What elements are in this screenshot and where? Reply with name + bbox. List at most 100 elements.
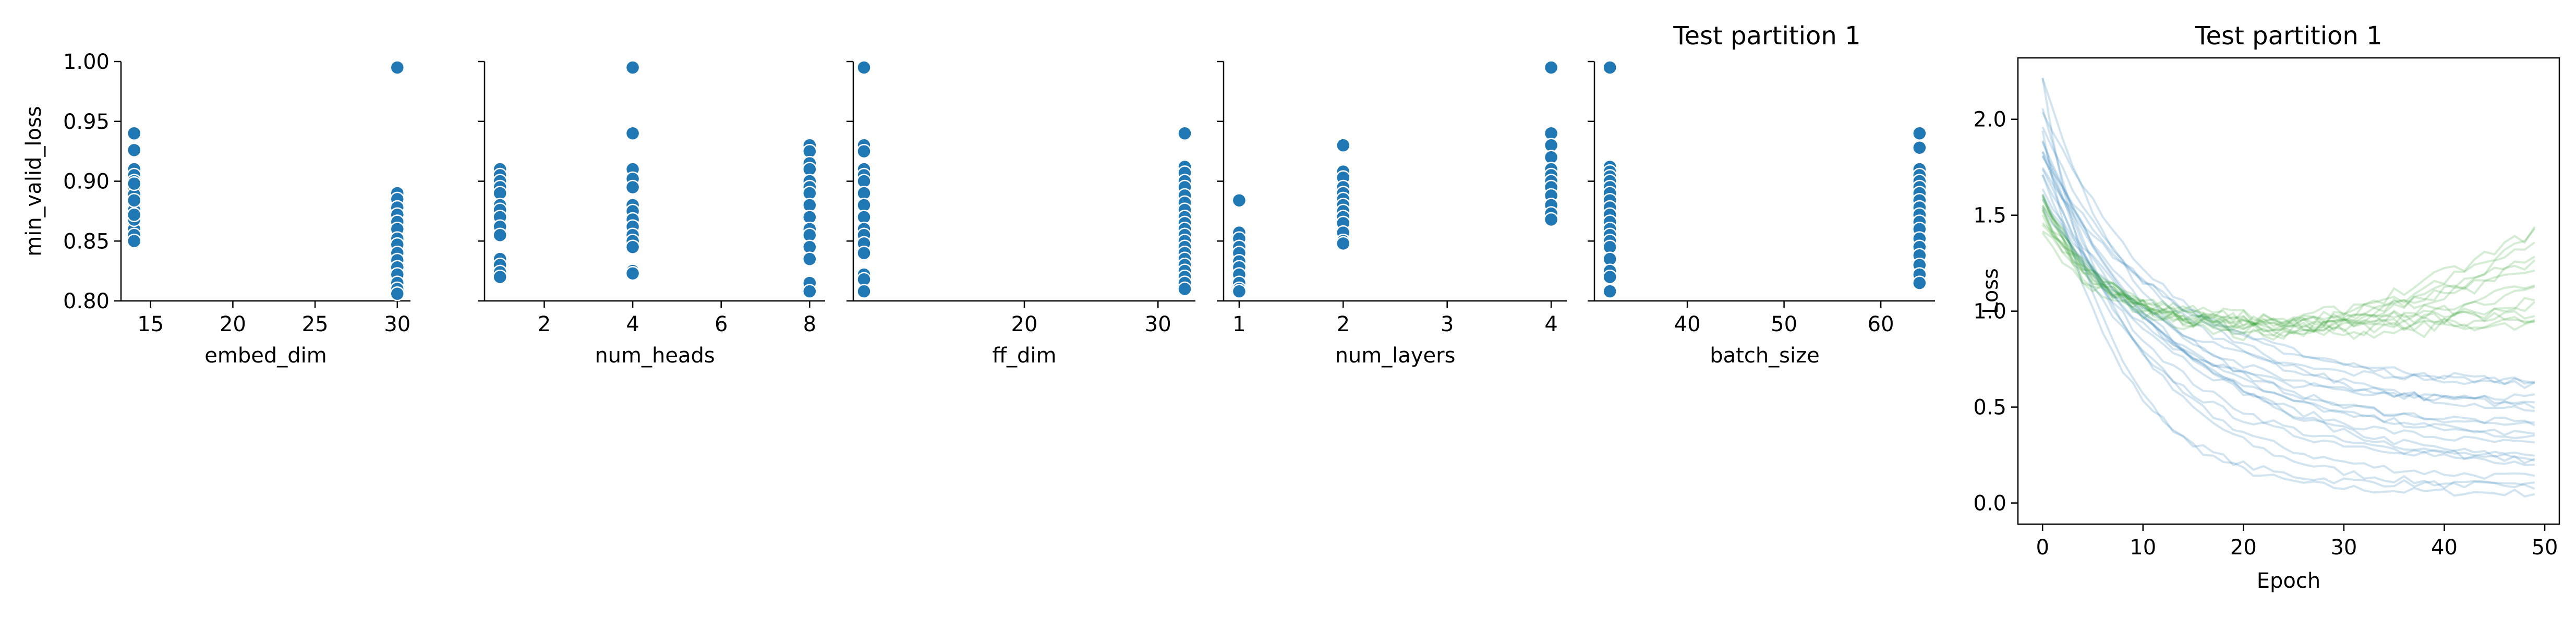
y-tick-label: 0.90 (63, 170, 110, 194)
y-tick-label: 0.5 (1973, 396, 2006, 420)
data-point (1177, 281, 1192, 297)
panel-title: Test partition 1 (2194, 21, 2382, 51)
panel-title: Test partition 1 (1673, 21, 1860, 51)
x-axis-label: num_layers (1335, 344, 1456, 368)
data-point (625, 179, 640, 195)
data-point (625, 60, 640, 75)
data-point (126, 176, 142, 191)
y-tick-label: 1.0 (1973, 300, 2006, 324)
y-tick-label: 0.0 (1973, 492, 2006, 516)
plot-frame (2017, 57, 2560, 525)
validation-loss-line (2041, 204, 2535, 341)
training-loss-line (2041, 174, 2535, 457)
data-point (1231, 284, 1247, 299)
data-point (856, 245, 872, 261)
training-loss-line (2041, 151, 2535, 466)
training-loss-line (2041, 140, 2535, 480)
training-loss-line (2041, 174, 2535, 385)
x-tick-label: 4 (1544, 312, 1557, 336)
data-point (1336, 138, 1351, 153)
x-tick-label: 20 (220, 312, 246, 336)
y-tick-label: 0.80 (63, 289, 110, 313)
data-point (492, 227, 507, 243)
data-point (126, 192, 142, 208)
data-point (1912, 275, 1927, 290)
x-axis-label: ff_dim (992, 344, 1056, 368)
x-tick-label: 2 (538, 312, 551, 336)
data-point (492, 269, 507, 285)
training-loss-line (2041, 198, 2535, 437)
data-point (625, 239, 640, 255)
training-loss-line (2041, 194, 2535, 440)
validation-loss-line (2041, 209, 2536, 329)
data-point (856, 143, 872, 159)
x-tick-label: 6 (715, 312, 728, 336)
training-loss-line (2041, 207, 2535, 426)
scatter-panel-ff-dim: 20 30 ff_dim (846, 60, 1195, 368)
x-tick-label: 2 (1337, 312, 1350, 336)
x-tick-label: 30 (2330, 536, 2357, 560)
validation-loss-line (2041, 224, 2536, 328)
data-point (126, 142, 142, 158)
validation-loss-line (2041, 207, 2535, 328)
validation-loss-line (2041, 199, 2535, 342)
x-tick-label: 4 (626, 312, 639, 336)
x-axis-label: Epoch (2257, 569, 2320, 593)
x-tick-label: 8 (803, 312, 816, 336)
y-tick-label: 1.5 (1973, 204, 2006, 228)
data-point (1543, 212, 1559, 227)
training-loss-line (2041, 108, 2535, 490)
scatter-panel-embed-dim: 15 20 25 30 0.80 0.85 0.90 0.95 1.00 embed_dim min… (22, 50, 410, 368)
series-lines (2041, 77, 2536, 498)
training-loss-line (2041, 126, 2535, 409)
training-loss-line (2041, 155, 2535, 390)
y-tick-label: 2.0 (1973, 108, 2006, 132)
x-tick-label: 50 (2532, 536, 2558, 560)
validation-loss-line (2041, 222, 2535, 340)
validation-loss-line (2041, 205, 2535, 333)
scatter-panel-batch-size: 40 50 60 batch_size Test partition 1 (1588, 21, 1935, 368)
x-tick-label: 40 (2431, 536, 2458, 560)
x-tick-label: 40 (1674, 312, 1701, 336)
x-tick-label: 3 (1441, 312, 1454, 336)
validation-loss-line (2041, 193, 2535, 330)
validation-loss-line (2042, 230, 2535, 335)
data-point (625, 265, 640, 281)
data-point (1231, 192, 1247, 208)
y-tick-label: 0.95 (63, 110, 110, 134)
x-axis-label: batch_size (1710, 344, 1820, 368)
y-tick-label: 1.00 (63, 50, 110, 74)
data-point (390, 60, 405, 75)
training-loss-line (2041, 77, 2535, 498)
validation-loss-line (2041, 232, 2535, 333)
scatter-panel-num-layers: 1 2 3 4 num_layers (1217, 60, 1567, 368)
data-point (1177, 126, 1192, 141)
training-loss-line (2041, 151, 2535, 401)
training-loss-line (2041, 155, 2535, 462)
validation-loss-line (2041, 214, 2536, 327)
validation-loss-line (2041, 195, 2536, 326)
data-point (1336, 236, 1351, 251)
training-loss-line (2041, 130, 2535, 490)
x-tick-label: 30 (384, 312, 410, 336)
x-tick-label: 20 (1011, 312, 1038, 336)
data-point (802, 251, 817, 266)
x-tick-label: 1 (1232, 312, 1245, 336)
data-point (126, 207, 142, 223)
data-point (856, 284, 872, 299)
y-tick-label: 0.85 (63, 229, 110, 253)
data-point (390, 286, 405, 301)
x-tick-label: 30 (1145, 312, 1171, 336)
validation-loss-line (2041, 210, 2535, 333)
x-tick-label: 60 (1868, 312, 1894, 336)
data-point (1912, 140, 1927, 155)
data-point (1602, 269, 1617, 285)
loss-curves-panel: 0 10 20 30 40 50 0.0 0.5 1.0 1.5 2.0 Epoch Loss Test … (1973, 21, 2560, 593)
data-point (1602, 60, 1617, 75)
data-point (802, 284, 817, 299)
data-point (856, 60, 872, 75)
training-loss-line (2041, 167, 2535, 385)
data-point (1912, 126, 1927, 141)
data-point (126, 126, 142, 141)
